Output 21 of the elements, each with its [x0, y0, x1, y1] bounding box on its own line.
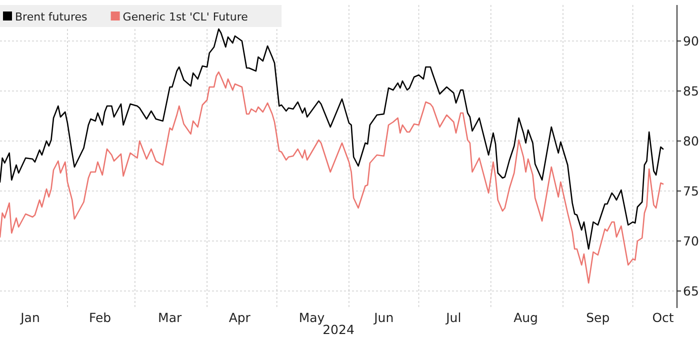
legend-label: Generic 1st 'CL' Future — [122, 10, 248, 24]
x-axis-title: 2024 — [322, 322, 354, 337]
y-tick-label: 70 — [683, 234, 699, 248]
x-tick-label: Jul — [445, 310, 462, 325]
y-tick-label: 80 — [683, 134, 699, 148]
x-tick-label: Jun — [373, 310, 394, 325]
x-tick-label: Sep — [586, 310, 610, 325]
x-tick-label: Jan — [20, 310, 40, 325]
legend-label: Brent futures — [15, 10, 88, 24]
y-tick-label: 75 — [683, 184, 699, 198]
y-tick-label: 85 — [683, 84, 699, 98]
x-tick-label: Feb — [88, 310, 112, 325]
line-series — [0, 28, 664, 250]
x-tick-label: Apr — [228, 310, 252, 325]
y-tick-label: 65 — [683, 284, 699, 298]
x-tick-label: Mar — [158, 310, 182, 325]
x-tick-label: Oct — [652, 310, 674, 325]
line-series — [0, 71, 664, 284]
x-tick-label: May — [298, 310, 326, 325]
x-tick-label: Aug — [514, 310, 538, 325]
y-tick-label: 90 — [683, 34, 699, 48]
